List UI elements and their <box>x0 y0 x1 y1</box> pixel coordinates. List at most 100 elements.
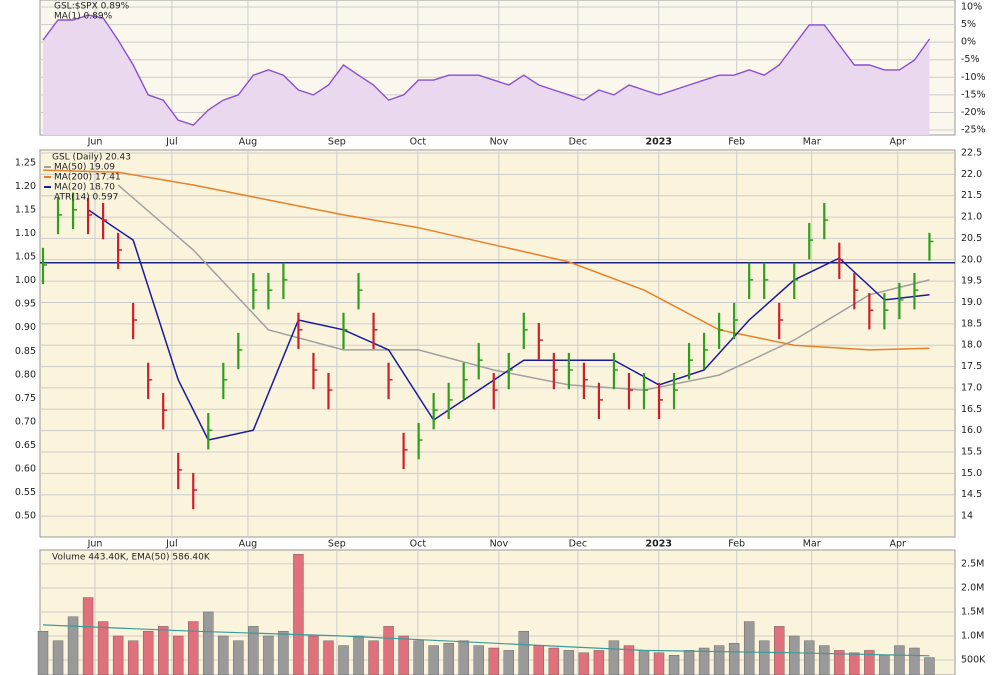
y-tick-label: 17.5 <box>961 361 982 372</box>
volume-bar <box>248 626 259 675</box>
volume-bar <box>82 597 94 675</box>
ratio-line <box>42 14 931 126</box>
y2-tick-label: 1.00 <box>15 275 36 286</box>
volume-bar <box>37 630 49 675</box>
volume-bar <box>894 645 905 675</box>
y-tick-label: 19.5 <box>961 276 982 287</box>
volume-bar <box>368 640 379 675</box>
x-tick-label: Feb <box>728 539 745 550</box>
y2-tick-label: 0.65 <box>15 440 36 451</box>
y-tick-label: 22.5 <box>961 147 982 158</box>
ratio-area <box>43 15 930 136</box>
y-tick-label: 0% <box>961 37 976 48</box>
x-tick-label: Sep <box>328 539 346 550</box>
y-tick-label: -20% <box>961 107 986 118</box>
volume-bar <box>188 621 199 675</box>
y-tick-label: 20.0 <box>961 254 982 265</box>
volume-bar <box>638 650 650 675</box>
volume-bar <box>127 640 139 675</box>
volume-bar <box>653 652 665 675</box>
y2-tick-label: 1.20 <box>15 181 36 192</box>
x-tick-label: 2023 <box>645 137 671 148</box>
volume-bar <box>473 645 484 675</box>
y2-tick-label: 0.95 <box>15 299 36 310</box>
volume-bar <box>713 645 725 675</box>
y-tick-label: 2.0M <box>961 582 984 593</box>
y-tick-label: 14 <box>961 511 973 522</box>
x-tick-label: Jul <box>165 137 177 148</box>
y-tick-label: 1.0M <box>961 630 984 641</box>
y-tick-label: 22.0 <box>961 169 982 180</box>
x-tick-label: Apr <box>890 137 907 148</box>
volume-bar <box>518 630 529 675</box>
volume-bar <box>52 640 64 675</box>
x-tick-label: Aug <box>239 539 258 550</box>
y-tick-label: 21.0 <box>961 212 982 223</box>
moving-average <box>87 209 930 441</box>
y-tick-label: 15.5 <box>961 446 982 457</box>
volume-bar <box>353 635 364 675</box>
y-tick-label: 500K <box>961 654 986 665</box>
volume-bar <box>233 640 244 675</box>
volume-bar <box>789 635 800 675</box>
x-tick-label: Dec <box>569 539 587 550</box>
y-tick-label: 14.5 <box>961 489 982 500</box>
volume-bar <box>728 642 740 675</box>
y2-tick-label: 0.80 <box>15 369 36 380</box>
y2-tick-label: 0.85 <box>15 346 36 357</box>
x-tick-label: Nov <box>490 137 509 148</box>
volume-bar <box>293 554 304 675</box>
y2-tick-label: 0.90 <box>15 322 36 333</box>
volume-bar <box>804 640 815 675</box>
legend-entry: MA(200) 17.41 <box>54 173 121 183</box>
volume-bar <box>308 635 319 675</box>
volume-bar <box>458 640 469 675</box>
volume-bar <box>203 611 214 675</box>
volume-bar <box>758 640 770 675</box>
y-tick-label: -25% <box>961 125 986 136</box>
volume-bar <box>533 645 545 675</box>
volume-bar <box>323 640 334 675</box>
y2-tick-label: 1.25 <box>15 157 36 168</box>
y-tick-label: 17.0 <box>961 382 982 393</box>
volume-bar <box>924 657 935 675</box>
volume-bar <box>413 640 424 675</box>
x-tick-label: Jun <box>87 137 103 148</box>
volume-bar <box>578 652 590 675</box>
panel-bg <box>39 149 956 538</box>
volume-bar <box>849 652 860 675</box>
volume-bar <box>623 645 635 675</box>
legend-entry: GSL:$SPX 0.89% <box>54 2 130 12</box>
volume-bar <box>593 650 605 675</box>
volume-bar <box>608 640 620 675</box>
volume-bar <box>428 645 439 675</box>
y-tick-label: -5% <box>961 54 980 65</box>
volume-bar <box>668 654 680 675</box>
volume-bar <box>97 621 109 675</box>
volume-bar <box>819 645 830 675</box>
y-tick-label: 20.5 <box>961 233 982 244</box>
x-tick-label: Mar <box>803 137 821 148</box>
y2-tick-label: 1.05 <box>15 252 36 263</box>
volume-bar <box>503 650 514 675</box>
y-tick-label: 5% <box>961 19 976 30</box>
volume-bar <box>698 647 710 675</box>
volume-bar <box>263 635 274 675</box>
legend-entry: MA(1) 0.89% <box>54 12 113 22</box>
y2-tick-label: 0.70 <box>15 416 36 427</box>
x-tick-label: Oct <box>410 539 427 550</box>
y-tick-label: 21.5 <box>961 190 982 201</box>
x-tick-label: Nov <box>490 539 509 550</box>
y-tick-label: 18.0 <box>961 340 982 351</box>
volume-bar <box>383 626 394 675</box>
volume-bar <box>112 635 124 675</box>
y2-tick-label: 0.55 <box>15 487 36 498</box>
volume-bar <box>909 647 920 675</box>
volume-bar <box>743 621 755 675</box>
volume-bar <box>142 630 154 675</box>
y2-tick-label: 1.15 <box>15 205 36 216</box>
y2-tick-label: 0.75 <box>15 393 36 404</box>
y-tick-label: -15% <box>961 89 986 100</box>
